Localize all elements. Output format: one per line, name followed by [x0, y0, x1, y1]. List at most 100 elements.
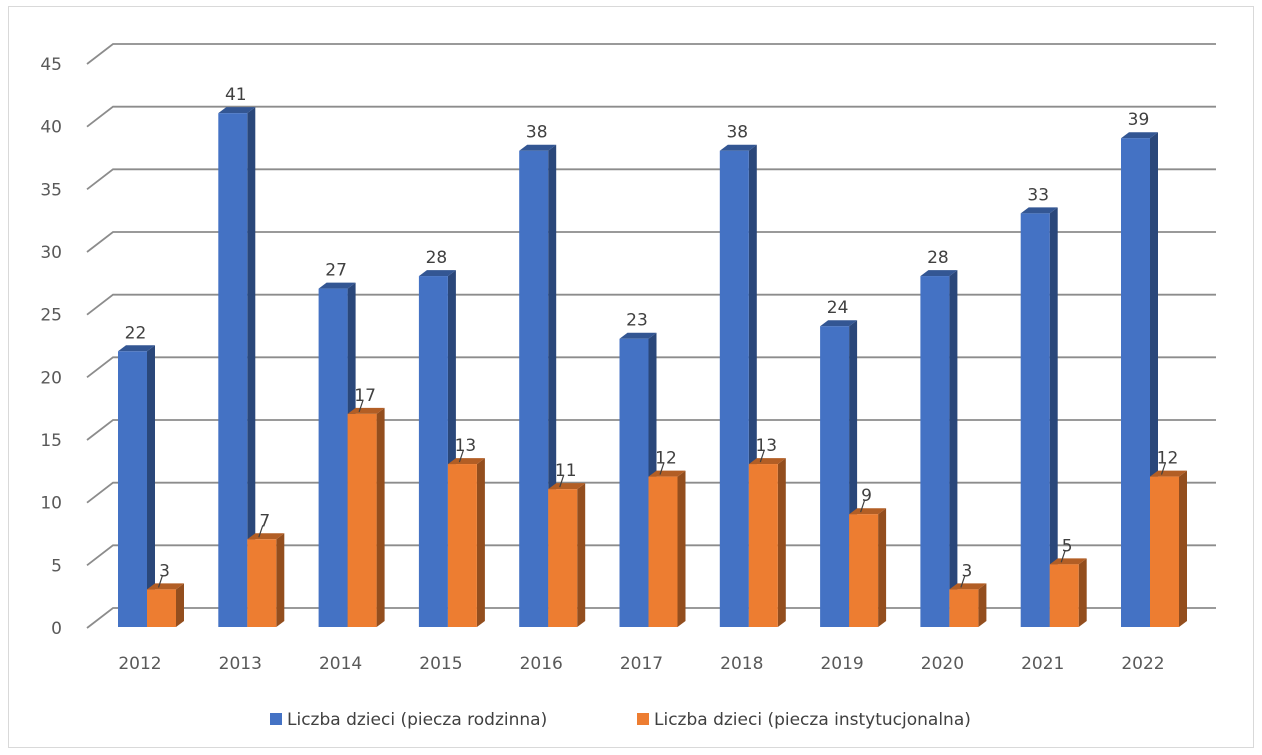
bar-top-face	[519, 144, 557, 151]
legend-swatch	[637, 713, 649, 725]
bar-side-face	[276, 533, 285, 627]
bar	[1150, 470, 1187, 627]
data-label: 27	[325, 261, 347, 281]
data-label-leader	[659, 462, 665, 475]
y-tick-label: 30	[40, 243, 62, 263]
y-tick-label: 25	[40, 306, 62, 326]
data-label-leader	[860, 500, 866, 513]
bar-top-face	[648, 470, 686, 477]
bar-front-face	[1150, 476, 1179, 627]
data-label: 23	[626, 311, 648, 331]
x-tick-label: 2016	[520, 654, 563, 674]
bar-side-face	[476, 458, 485, 627]
bar-front-face	[447, 464, 477, 627]
bar-top-face	[318, 282, 356, 289]
bar-front-face	[147, 589, 176, 627]
bar-front-face	[418, 276, 448, 627]
data-label: 28	[426, 248, 448, 268]
data-label-leader	[1060, 550, 1066, 563]
bar-front-face	[820, 326, 850, 627]
data-label: 22	[125, 323, 147, 343]
x-tick-label: 2012	[118, 654, 161, 674]
y-tick-label: 10	[40, 494, 62, 514]
data-label-leader	[458, 449, 464, 463]
bar-front-face	[1020, 213, 1050, 627]
gridline	[86, 231, 1216, 253]
bar	[920, 270, 958, 627]
bar-side-face	[1179, 470, 1187, 627]
bar-front-face	[1049, 564, 1079, 627]
bar	[247, 533, 285, 627]
legend: Liczba dzieci (piecza rodzinna) Liczba dz…	[270, 710, 971, 730]
x-tick-label: 2021	[1021, 654, 1064, 674]
x-tick-label: 2020	[921, 654, 964, 674]
data-label: 3	[159, 561, 170, 581]
bar-top-face	[719, 144, 757, 151]
bar-top-face	[447, 458, 485, 465]
data-label-leader	[258, 525, 264, 538]
data-label: 11	[555, 461, 577, 481]
bar-front-face	[719, 150, 749, 627]
gridline	[86, 43, 1216, 65]
y-tick-label: 20	[40, 368, 62, 388]
data-label: 33	[1027, 185, 1049, 205]
data-label: 13	[455, 436, 477, 456]
bar-front-face	[318, 288, 348, 627]
data-label: 28	[927, 248, 949, 268]
data-label: 9	[861, 486, 872, 506]
y-tick-label: 45	[40, 55, 62, 75]
bar-front-face	[920, 276, 950, 627]
x-tick-label: 2018	[720, 654, 763, 674]
data-label-leader	[358, 399, 364, 413]
legend-entry: Liczba dzieci (piecza instytucjonalna)	[637, 710, 971, 730]
data-label-leader	[759, 449, 765, 463]
bar-top-face	[418, 270, 456, 277]
x-tick-label: 2017	[620, 654, 663, 674]
bar-side-face	[376, 407, 385, 627]
bar-side-face	[878, 508, 887, 627]
bar	[949, 583, 987, 627]
y-tick-label: 0	[51, 619, 62, 639]
data-label: 41	[225, 85, 247, 105]
legend-label: Liczba dzieci (piecza instytucjonalna)	[654, 710, 971, 730]
data-label-leader	[559, 474, 565, 488]
bar-side-face	[577, 483, 586, 627]
bar-top-face	[920, 270, 958, 277]
data-label: 5	[1062, 536, 1073, 556]
legend-swatch	[270, 713, 282, 725]
bar-front-face	[748, 464, 778, 627]
bar	[347, 407, 385, 627]
bar-front-face	[247, 539, 277, 627]
bar-side-face	[1049, 207, 1058, 627]
bar-top-face	[619, 332, 657, 339]
bar	[1020, 207, 1058, 627]
x-tick-label: 2013	[219, 654, 262, 674]
gridline	[86, 293, 1216, 316]
bar-top-face	[347, 407, 385, 414]
bar	[748, 458, 786, 627]
bar	[218, 107, 256, 628]
bar-top-face	[849, 508, 887, 515]
bar-side-face	[949, 270, 958, 627]
bar-side-face	[677, 470, 686, 627]
data-label: 24	[827, 298, 849, 318]
data-label: 7	[259, 511, 270, 531]
bar-front-face	[548, 489, 578, 627]
bar-front-face	[118, 351, 147, 627]
bar	[118, 345, 155, 627]
bar-side-face	[247, 107, 256, 628]
bar-top-face	[949, 583, 987, 590]
bar-top-face	[147, 583, 184, 590]
bar-top-face	[548, 483, 586, 490]
bar-front-face	[648, 476, 678, 627]
bar-front-face	[347, 413, 377, 627]
data-label: 38	[726, 123, 748, 143]
data-label-leader	[1160, 462, 1167, 475]
y-tick-label: 5	[51, 556, 62, 576]
bar-top-face	[1121, 132, 1158, 139]
data-label-leader	[960, 575, 966, 588]
x-tick-label: 2014	[319, 654, 362, 674]
bar-side-face	[978, 583, 987, 627]
bars	[118, 107, 1187, 628]
